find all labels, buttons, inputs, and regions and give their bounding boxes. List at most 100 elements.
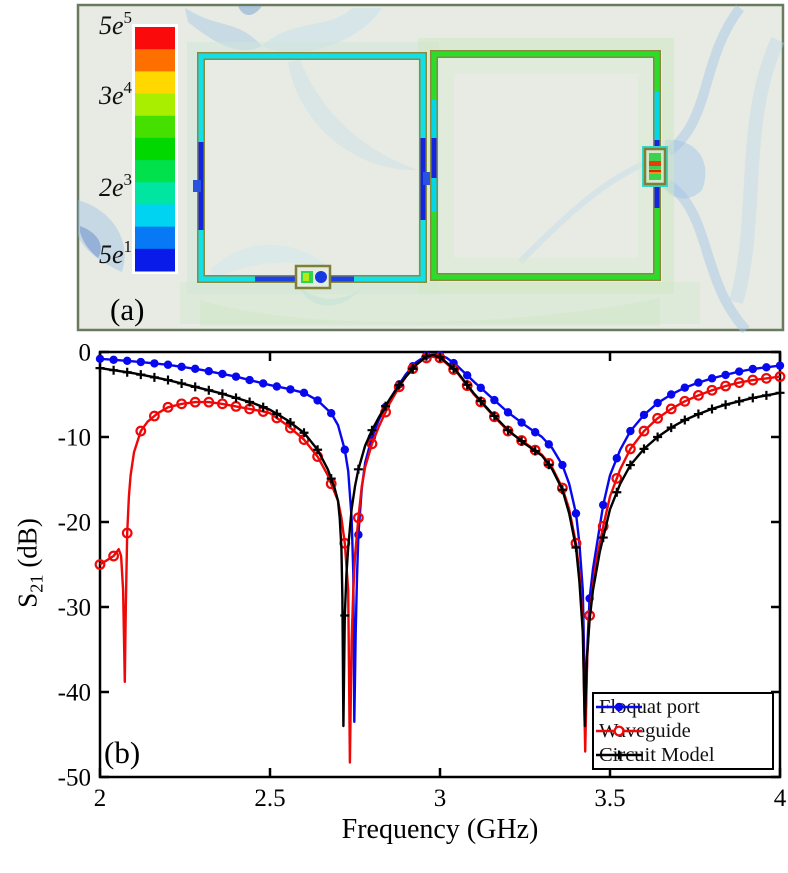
data-marker — [775, 361, 785, 370]
data-marker — [163, 360, 173, 369]
data-marker — [95, 354, 105, 363]
x-tick-label: 4 — [774, 785, 787, 812]
colorbar-tick-label: 5e1 — [99, 237, 132, 269]
x-axis-title: Frequency (GHz) — [341, 814, 539, 845]
x-tick-label: 2.5 — [254, 785, 285, 812]
left-ring-port — [294, 264, 332, 290]
data-marker — [463, 371, 472, 380]
colorbar-labels: 5e5 3e4 2e3 5e1 — [98, 8, 133, 269]
data-marker — [313, 396, 322, 405]
data-marker — [258, 402, 268, 412]
data-marker — [762, 363, 771, 372]
data-marker — [462, 380, 472, 390]
data-marker — [327, 409, 336, 418]
data-marker — [476, 383, 485, 393]
colorbar-segment — [135, 226, 175, 250]
data-marker — [544, 460, 554, 470]
data-marker — [612, 487, 622, 497]
data-marker — [191, 364, 200, 374]
plot-tick-labels: 2 2.5 3 3.5 4 0 -10 -20 -30 -40 -50 — [58, 340, 787, 813]
data-marker — [217, 389, 227, 399]
data-marker — [598, 533, 608, 543]
data-marker — [667, 390, 676, 399]
data-marker — [148, 410, 160, 422]
coupling-tab — [193, 180, 201, 192]
data-marker — [639, 410, 649, 420]
right-ring-port — [642, 146, 668, 187]
legend-label: Waveguide — [599, 719, 691, 742]
legend-item-waveguide: Waveguide — [596, 719, 772, 743]
data-marker — [517, 418, 526, 427]
data-marker — [694, 378, 703, 387]
x-tick-label: 3 — [434, 785, 447, 812]
data-marker — [652, 412, 663, 424]
series-line — [99, 352, 781, 723]
panel-b-label: (b) — [104, 735, 140, 770]
data-marker — [490, 395, 499, 405]
data-marker — [665, 403, 677, 415]
data-marker — [666, 423, 676, 433]
x-tick-label: 2 — [94, 785, 107, 812]
data-marker — [421, 351, 431, 361]
data-marker — [680, 415, 690, 425]
data-marker — [693, 409, 703, 419]
y-tick-label: -10 — [58, 425, 91, 452]
legend-item-circuit-model: Circuit Model — [596, 743, 772, 767]
y-axis-title: S21 (dB) — [12, 518, 47, 608]
legend-sample — [596, 702, 642, 712]
data-marker — [721, 370, 730, 380]
y-tick-label: -50 — [58, 765, 91, 792]
data-marker — [707, 374, 717, 383]
data-marker — [353, 464, 363, 474]
colorbar-tick-label: 3e4 — [98, 78, 133, 110]
data-marker — [286, 385, 295, 394]
data-marker — [680, 383, 689, 392]
series-circuit-model — [95, 351, 785, 728]
data-marker — [121, 527, 133, 539]
legend-label: Floquat port — [599, 695, 700, 718]
data-marker — [531, 428, 540, 437]
colorbar-segment — [135, 182, 175, 205]
data-marker — [761, 372, 772, 384]
colorbar-segment — [135, 49, 175, 72]
data-marker — [136, 357, 145, 367]
data-marker — [503, 408, 513, 417]
legend-item-floquat-port: Floquat port — [596, 695, 772, 719]
port-hotspot-bar — [649, 161, 661, 166]
data-marker — [503, 425, 513, 435]
colorbar-segment — [135, 93, 175, 117]
data-marker — [94, 559, 106, 570]
data-marker — [340, 445, 349, 454]
data-marker — [340, 611, 350, 620]
colorbar — [135, 27, 175, 272]
data-marker — [449, 364, 459, 374]
data-marker — [734, 396, 744, 406]
data-marker — [544, 440, 553, 449]
colorbar-tick-label: 2e3 — [99, 170, 132, 202]
data-marker — [653, 398, 662, 408]
data-marker — [95, 363, 105, 373]
data-marker — [638, 425, 650, 437]
data-marker — [517, 436, 527, 446]
data-marker — [218, 369, 227, 379]
y-tick-label: -30 — [58, 595, 91, 622]
colorbar-segment — [135, 204, 175, 228]
data-marker — [123, 356, 132, 366]
data-marker — [774, 371, 786, 383]
data-marker — [245, 375, 254, 385]
data-marker — [639, 444, 649, 454]
series-floquat-port — [95, 351, 785, 723]
data-marker — [285, 418, 295, 428]
data-marker — [366, 438, 378, 450]
data-marker — [720, 380, 731, 392]
panel-b-s21-plot: 2 2.5 3 3.5 4 0 -10 -20 -30 -40 -50 (b) — [58, 340, 787, 813]
data-marker — [313, 445, 323, 455]
data-marker — [216, 398, 228, 410]
data-marker — [299, 428, 309, 438]
data-marker — [163, 375, 173, 385]
y-tick-label: -40 — [58, 680, 91, 707]
plot-series — [94, 351, 786, 764]
colorbar-segment — [135, 137, 175, 161]
data-marker — [353, 512, 364, 524]
data-marker — [530, 446, 540, 456]
